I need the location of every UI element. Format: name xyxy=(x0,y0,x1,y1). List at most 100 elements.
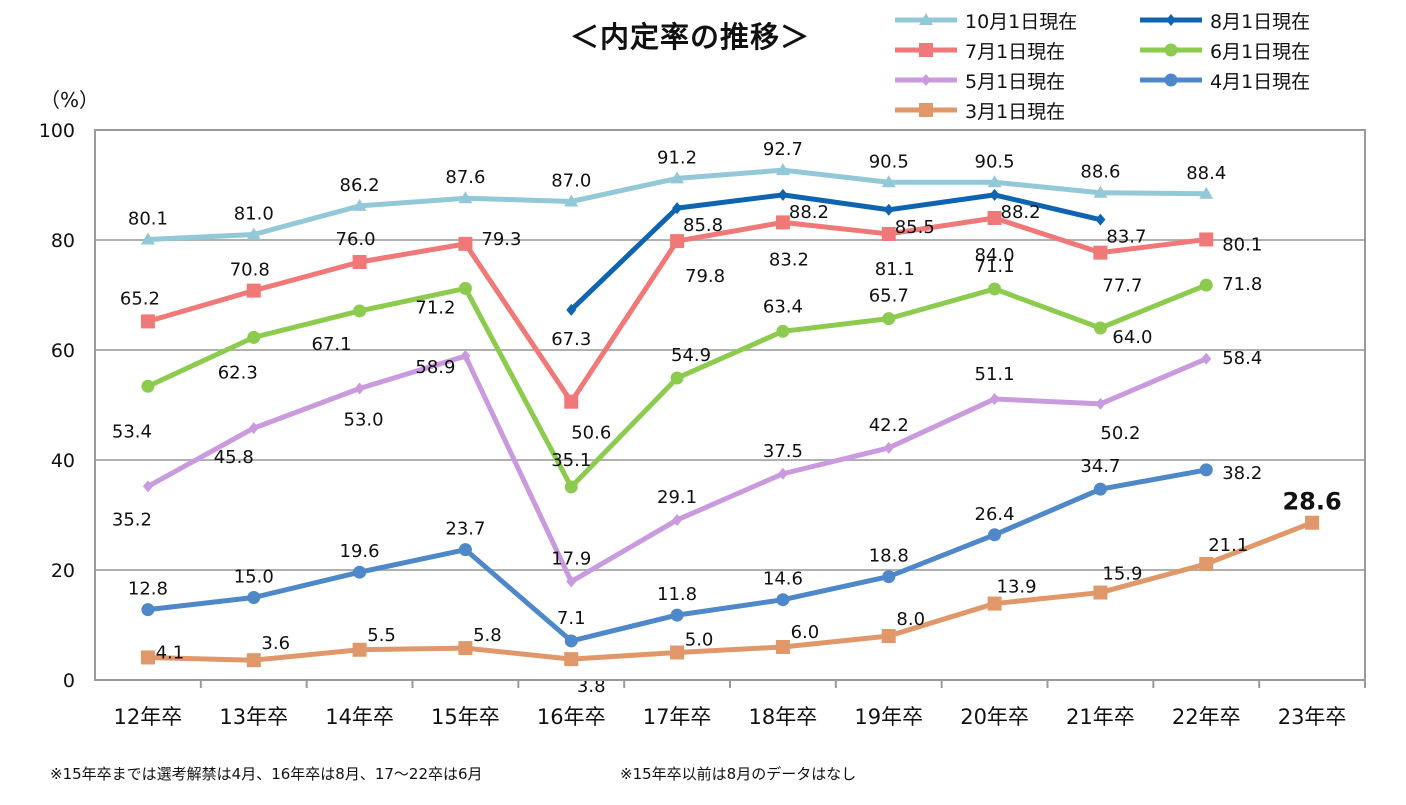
chart-legend: 10月1日現在 8月1日現在 7月1日現在 6月1日現在 5月1日現在 4月1日現在 3月1… xyxy=(893,6,1373,126)
data-label: 19.6 xyxy=(340,541,380,562)
data-label: 84.0 xyxy=(975,245,1015,266)
data-label: 80.1 xyxy=(1222,234,1262,255)
data-point xyxy=(1201,352,1212,365)
data-point xyxy=(353,304,367,318)
data-point xyxy=(141,603,155,617)
data-label: 14.6 xyxy=(763,569,803,590)
data-point xyxy=(670,645,685,660)
legend-swatch xyxy=(1140,73,1202,87)
data-label: 26.4 xyxy=(975,504,1015,525)
data-label: 8.0 xyxy=(896,609,925,630)
data-label: 34.7 xyxy=(1080,456,1120,477)
data-label: 88.6 xyxy=(1080,162,1120,183)
data-label: 65.2 xyxy=(120,288,160,309)
data-label: 92.7 xyxy=(763,139,803,160)
y-tick-label: 60 xyxy=(51,340,75,362)
data-label: 79.8 xyxy=(685,266,725,287)
data-point xyxy=(672,513,683,526)
data-point xyxy=(1093,185,1108,198)
data-label: 83.2 xyxy=(769,249,809,270)
data-label: 91.2 xyxy=(657,147,697,168)
data-label: 62.3 xyxy=(218,362,258,383)
data-point xyxy=(564,194,579,207)
data-point xyxy=(882,312,896,326)
series-line xyxy=(145,353,1209,585)
legend-swatch-marker xyxy=(919,43,933,57)
data-point xyxy=(140,314,155,329)
footnote-august-data: ※15年卒以前は8月のデータはなし xyxy=(620,765,857,783)
legend-swatch xyxy=(895,13,957,25)
data-label: 23.7 xyxy=(445,519,485,540)
data-label: 15.0 xyxy=(234,567,274,588)
data-label: 58.9 xyxy=(415,357,455,378)
data-point xyxy=(1199,556,1214,571)
chart-title: ＜内定率の推移＞ xyxy=(569,20,810,54)
data-point xyxy=(564,480,578,494)
data-point xyxy=(989,188,1000,201)
x-tick-label: 19年卒 xyxy=(854,705,923,729)
data-label: 15.9 xyxy=(1102,564,1142,585)
legend-swatch-marker xyxy=(919,13,933,25)
data-point xyxy=(458,543,472,557)
data-point xyxy=(777,467,788,480)
data-label: 79.3 xyxy=(481,229,521,250)
data-label: 67.3 xyxy=(551,329,591,350)
legend-label: 10月1日現在 xyxy=(965,10,1078,33)
data-label: 67.1 xyxy=(312,334,352,355)
y-tick-label: 20 xyxy=(51,560,75,582)
x-tick-label: 20年卒 xyxy=(960,705,1029,729)
plot-area-border xyxy=(94,129,1366,681)
data-label: 21.1 xyxy=(1208,535,1248,556)
data-label: 3.8 xyxy=(577,676,606,697)
data-point xyxy=(987,596,1002,611)
data-point xyxy=(989,392,1000,405)
data-label: 42.2 xyxy=(869,415,909,436)
data-point xyxy=(458,281,472,295)
data-label: 50.2 xyxy=(1100,423,1140,444)
data-label: 5.0 xyxy=(685,630,714,651)
data-label: 17.9 xyxy=(551,549,591,570)
legend-label: 7月1日現在 xyxy=(965,40,1066,63)
x-tick-label: 16年卒 xyxy=(537,705,606,729)
legend-item: 5月1日現在 xyxy=(893,66,1065,94)
data-point xyxy=(564,652,579,667)
data-label: 7.1 xyxy=(557,608,586,629)
data-label: 63.4 xyxy=(763,296,803,317)
data-point xyxy=(248,422,259,435)
data-point xyxy=(883,203,894,216)
data-point xyxy=(458,641,473,656)
data-label: 71.2 xyxy=(415,297,455,318)
data-point xyxy=(246,283,261,298)
data-label: 86.2 xyxy=(340,175,380,196)
data-point xyxy=(670,608,684,622)
data-point xyxy=(458,236,473,251)
legend-label: 3月1日現在 xyxy=(965,100,1066,123)
data-point xyxy=(142,480,153,493)
data-label: 38.2 xyxy=(1222,463,1262,484)
data-label: 85.8 xyxy=(683,215,723,236)
legend-item: 8月1日現在 xyxy=(1138,6,1310,34)
x-tick-label: 21年卒 xyxy=(1066,705,1135,729)
legend-swatch xyxy=(1140,14,1202,26)
data-point xyxy=(564,394,579,409)
y-tick-label: 40 xyxy=(51,450,75,472)
legend-swatch-marker xyxy=(1164,73,1178,87)
legend-item: 3月1日現在 xyxy=(893,96,1065,124)
data-point xyxy=(881,226,896,241)
data-point xyxy=(141,379,155,393)
data-point xyxy=(882,570,896,584)
data-point xyxy=(564,634,578,648)
data-point xyxy=(247,330,261,344)
y-tick-label: 0 xyxy=(63,670,75,692)
data-point xyxy=(777,188,788,201)
data-point xyxy=(1095,397,1106,410)
x-tick-label: 12年卒 xyxy=(114,705,183,729)
data-label: 64.0 xyxy=(1112,327,1152,348)
data-label: 6.0 xyxy=(791,622,820,643)
legend-swatch-marker xyxy=(919,103,933,117)
grid-layer xyxy=(95,129,1365,681)
data-point xyxy=(354,382,365,395)
data-label: 54.9 xyxy=(671,345,711,366)
data-point xyxy=(776,324,790,338)
